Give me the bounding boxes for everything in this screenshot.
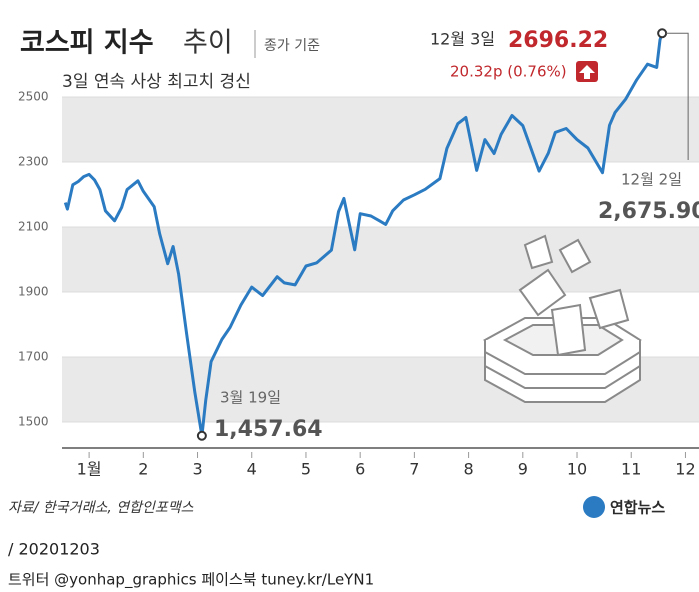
chart-title-light: 추이 bbox=[183, 28, 233, 59]
chart-subtitle: 종가 기준 bbox=[264, 38, 320, 54]
x-tick-label: 8 bbox=[464, 460, 474, 479]
chart-title: 코스피 지수 bbox=[20, 28, 154, 59]
last-label: 2696.22 bbox=[508, 28, 608, 53]
grid-band bbox=[62, 227, 699, 292]
source: 자료/ 한국거래소, 연합인포맥스 bbox=[8, 500, 194, 516]
y-tick-label: 1500 bbox=[18, 415, 49, 429]
up-arrow bbox=[579, 65, 595, 79]
low-label: 1,457.64 bbox=[214, 417, 323, 442]
leader-line bbox=[666, 32, 689, 160]
paper bbox=[588, 288, 630, 330]
x-tick-label: 4 bbox=[247, 460, 257, 479]
change-label: 20.32p (0.76%) bbox=[450, 63, 567, 81]
paper bbox=[558, 238, 592, 274]
x-tick-label: 6 bbox=[355, 460, 365, 479]
up-arrow-icon bbox=[576, 61, 598, 82]
x-tick-label: 2 bbox=[138, 460, 148, 479]
x-tick-label: 9 bbox=[518, 460, 528, 479]
y-tick-label: 2500 bbox=[18, 90, 49, 104]
paper bbox=[550, 303, 587, 357]
last-date: 12월 3일 bbox=[430, 30, 495, 49]
logo-mark bbox=[583, 496, 605, 518]
y-tick-label: 1900 bbox=[18, 285, 49, 299]
ballot-illustration bbox=[482, 234, 642, 403]
prev-date: 12월 2일 bbox=[621, 171, 682, 189]
plot: 1500 1700 1900 2100 2300 2500 1월 2 3 4 5 6 7 8 9 10 11 12 bbox=[18, 28, 699, 479]
logo-text: 연합뉴스 bbox=[610, 499, 665, 517]
x-tick-label: 1월 bbox=[77, 460, 102, 479]
line bbox=[63, 32, 664, 438]
y-tick-label: 1700 bbox=[18, 350, 49, 364]
paper bbox=[518, 268, 567, 317]
prev-label: 2,675.90 bbox=[598, 199, 699, 224]
point-marker bbox=[657, 28, 668, 39]
headline: 3일 연속 사상 최고치 경신 bbox=[62, 72, 251, 92]
y-tick-label: 2100 bbox=[18, 220, 49, 234]
grid-band bbox=[62, 97, 699, 162]
box-lines bbox=[484, 351, 641, 389]
low-date: 3월 19일 bbox=[220, 389, 281, 407]
point-marker bbox=[196, 430, 207, 441]
logo: 연합뉴스 bbox=[583, 496, 665, 518]
x-tick-label: 3 bbox=[192, 460, 202, 479]
footer-date: / 20201203 bbox=[8, 540, 100, 559]
x-tick-label: 5 bbox=[301, 460, 311, 479]
paper bbox=[523, 234, 554, 270]
x-tick-label: 7 bbox=[409, 460, 419, 479]
x-tick-label: 11 bbox=[621, 460, 641, 479]
footer-social: 트위터 @yonhap_graphics 페이스북 tuney.kr/LeYN1 bbox=[8, 571, 374, 590]
x-tick-label: 12 bbox=[675, 460, 695, 479]
x-tick-label: 10 bbox=[567, 460, 587, 479]
y-tick-label: 2300 bbox=[18, 155, 49, 169]
